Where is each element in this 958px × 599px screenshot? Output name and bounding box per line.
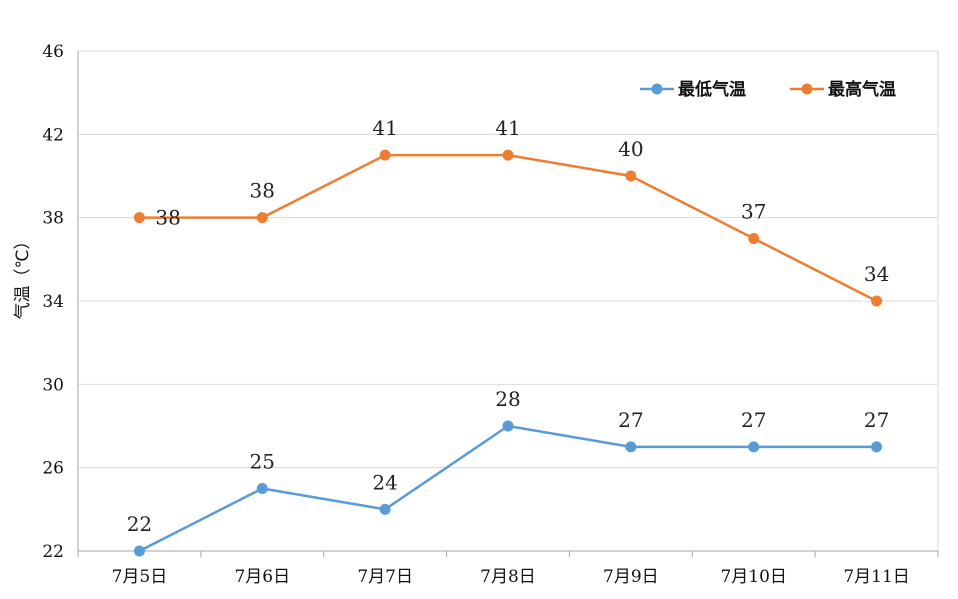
x-tick-label: 7月11日 xyxy=(843,567,909,587)
data-point xyxy=(133,545,145,557)
data-point xyxy=(379,149,391,161)
x-tick-label: 7月6日 xyxy=(234,567,290,587)
data-point xyxy=(256,212,268,224)
data-label: 41 xyxy=(372,116,397,140)
y-tick-label: 46 xyxy=(42,42,64,62)
data-point xyxy=(502,420,514,432)
data-label: 37 xyxy=(741,200,766,224)
legend-swatch-marker xyxy=(651,83,663,95)
data-point xyxy=(625,170,637,182)
data-point xyxy=(133,212,145,224)
x-tick-label: 7月5日 xyxy=(112,567,168,587)
data-label: 41 xyxy=(495,116,520,140)
data-point xyxy=(871,441,883,453)
legend-label: 最高气温 xyxy=(828,79,896,100)
y-tick-label: 42 xyxy=(42,125,64,145)
data-label: 25 xyxy=(250,450,275,474)
data-label: 38 xyxy=(250,179,275,203)
data-point xyxy=(502,149,514,161)
data-label: 22 xyxy=(127,512,152,536)
data-label: 28 xyxy=(495,387,520,411)
y-tick-label: 22 xyxy=(42,542,64,562)
x-tick-label: 7月9日 xyxy=(603,567,659,587)
x-tick-label: 7月7日 xyxy=(357,567,413,587)
data-point xyxy=(748,233,760,244)
data-label: 27 xyxy=(741,408,766,432)
data-label: 34 xyxy=(864,262,889,286)
data-point xyxy=(256,483,268,494)
series-line-0 xyxy=(138,424,877,553)
data-point xyxy=(379,503,391,515)
y-tick-label: 34 xyxy=(42,292,64,312)
series-lines xyxy=(133,149,883,557)
axes: 22 26 30 34 38 42 46 7月5日 7月6日 7月7日 7月8日 7月9日 7月10日 7… xyxy=(42,42,939,587)
data-label: 27 xyxy=(618,408,643,432)
y-axis-label: 气温（℃） xyxy=(13,232,33,319)
data-label: 27 xyxy=(864,408,889,432)
data-label: 24 xyxy=(372,470,397,494)
y-tick-label: 38 xyxy=(42,209,64,229)
data-point xyxy=(748,441,760,453)
legend: 最低气温 最高气温 xyxy=(640,79,896,100)
data-label: 40 xyxy=(618,137,643,161)
legend-label: 最低气温 xyxy=(678,79,746,100)
data-labels: 22 25 24 28 27 27 27 38 38 41 41 40 37 34 xyxy=(127,116,890,536)
series-line-1 xyxy=(139,153,878,303)
data-point xyxy=(871,295,883,307)
x-tick-label: 7月8日 xyxy=(480,567,536,587)
x-tick-label: 7月10日 xyxy=(720,567,786,587)
data-label: 38 xyxy=(155,206,180,230)
y-tick-label: 30 xyxy=(42,375,64,395)
y-tick-label: 26 xyxy=(42,459,64,479)
legend-swatch-marker xyxy=(801,83,813,95)
data-point xyxy=(625,441,637,453)
